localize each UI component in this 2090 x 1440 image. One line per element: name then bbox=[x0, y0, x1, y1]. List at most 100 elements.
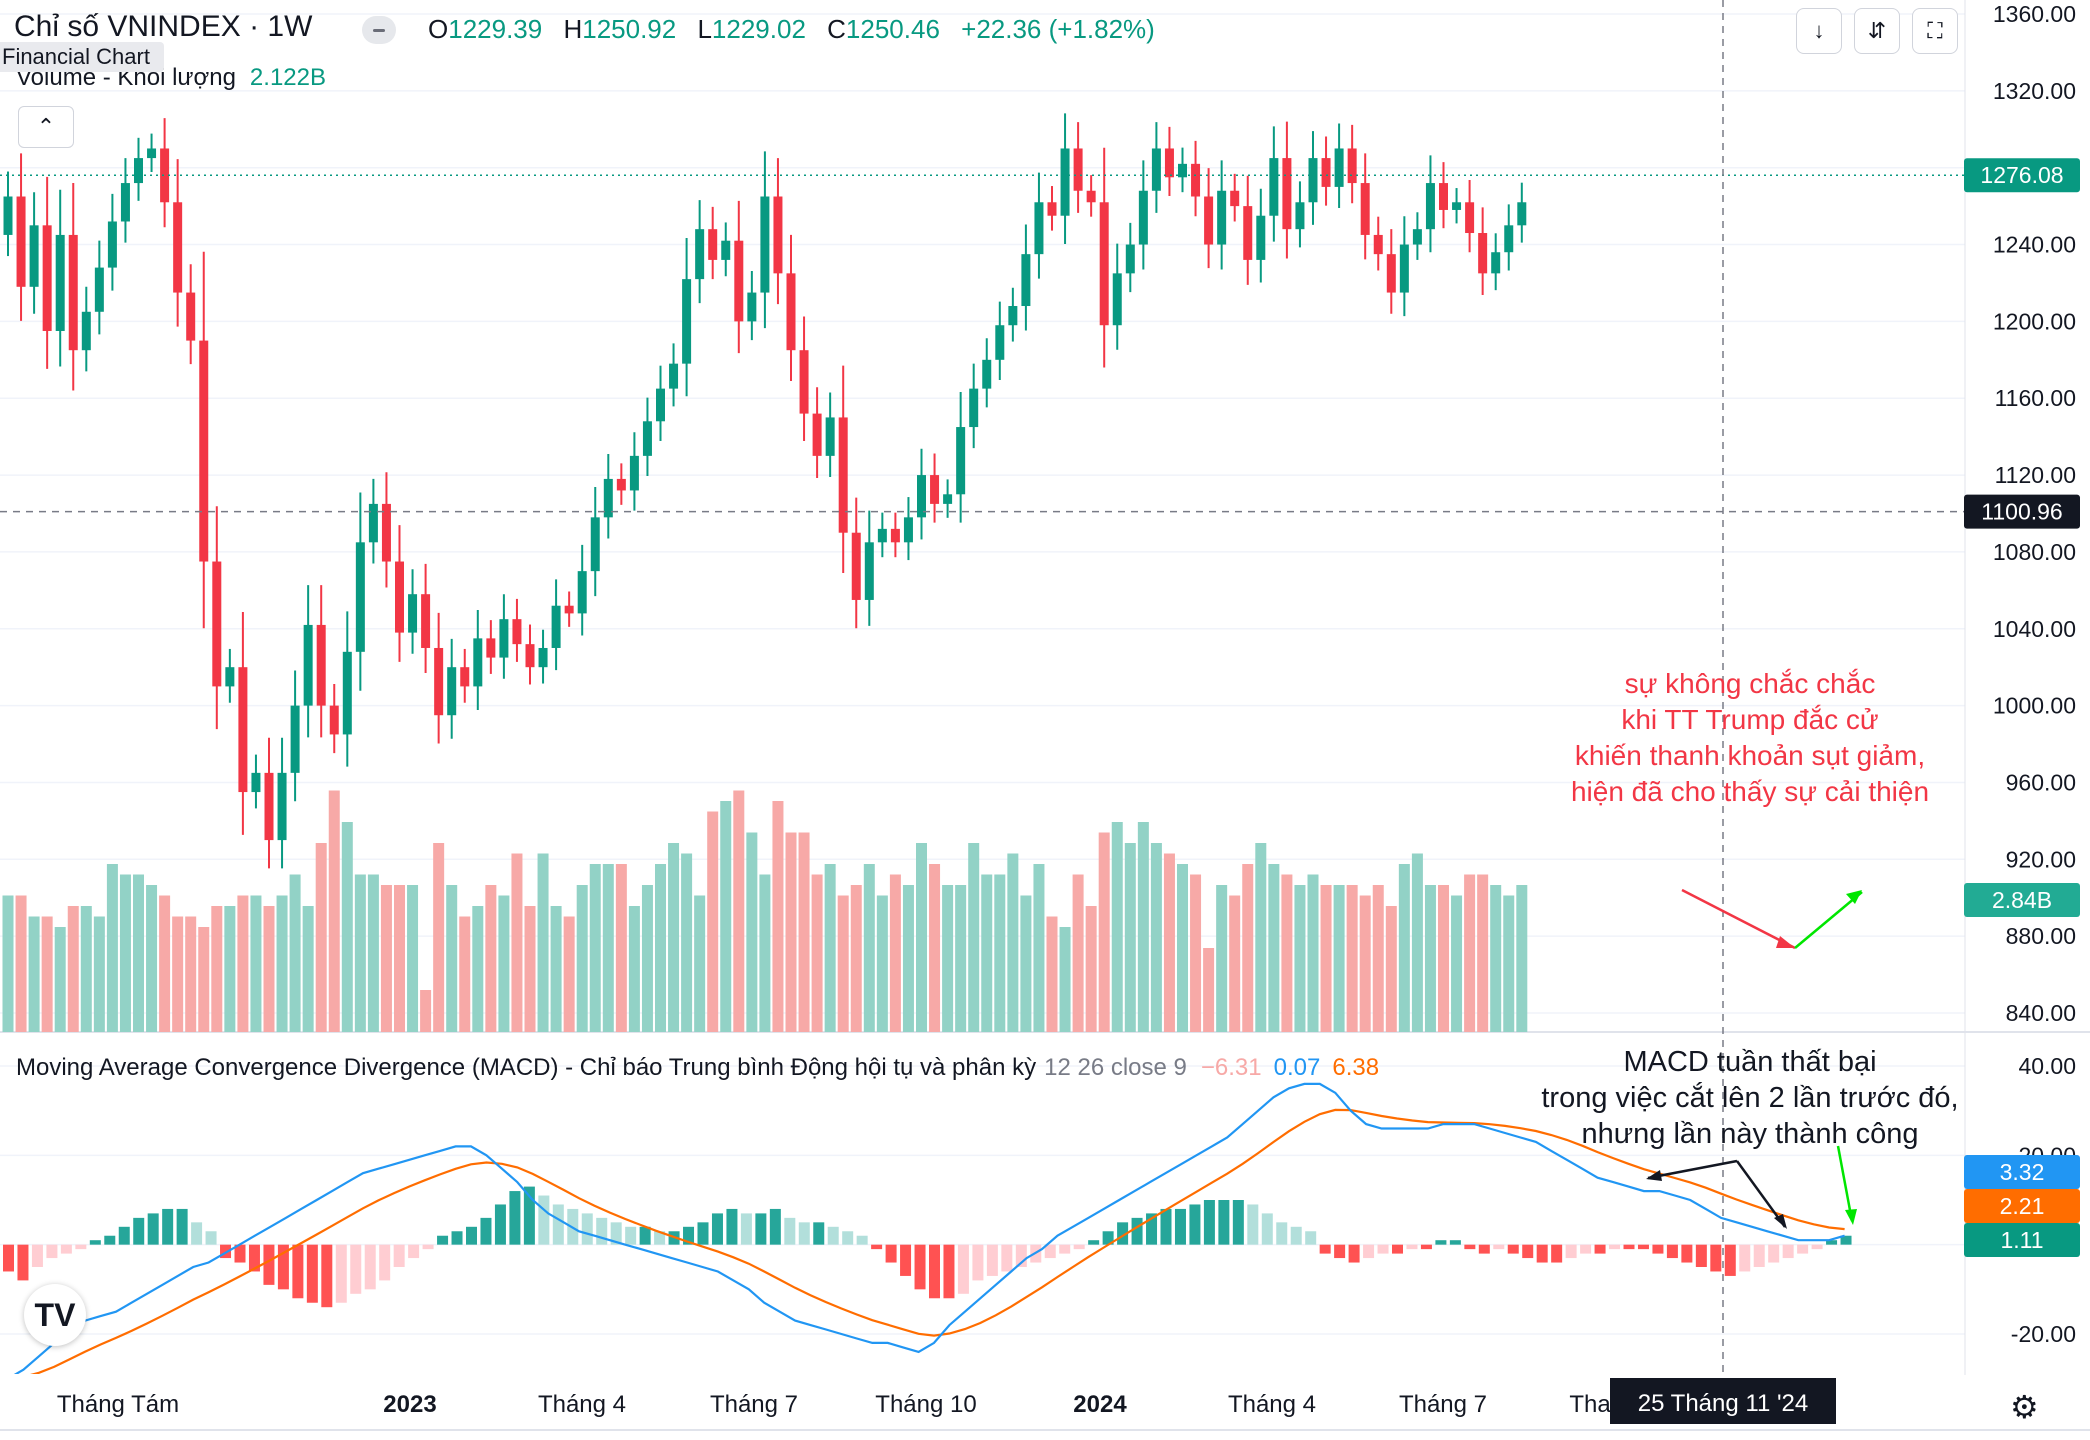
macd-hist-bar bbox=[248, 1244, 260, 1272]
volume-bar bbox=[224, 906, 236, 1032]
candle-body bbox=[1373, 234, 1383, 255]
volume-value: 2.122B bbox=[249, 64, 326, 91]
macd-hist-bar bbox=[769, 1208, 781, 1245]
crosshair-price-badge-bg bbox=[1964, 494, 2080, 529]
macd-hist-bar bbox=[408, 1244, 420, 1259]
macd-hist-bar bbox=[162, 1208, 174, 1245]
macd-hist-bar bbox=[89, 1240, 101, 1245]
chart-title[interactable]: Chỉ số VNINDEX · 1W bbox=[14, 10, 313, 43]
volume-bar bbox=[1320, 885, 1332, 1032]
tradingview-logo-icon[interactable]: TV bbox=[24, 1284, 86, 1346]
collapse-arrows-icon[interactable]: ⇵ bbox=[1854, 8, 1900, 54]
candle-body bbox=[186, 292, 196, 341]
macd-hist-bar bbox=[1117, 1222, 1129, 1245]
chevron-up-icon[interactable]: ⌃ bbox=[18, 106, 74, 148]
candle-body bbox=[160, 148, 170, 203]
macd-hist-bar bbox=[104, 1235, 116, 1245]
time-tick-label: Tháng 4 bbox=[1228, 1391, 1316, 1418]
volume-bar bbox=[328, 790, 340, 1032]
annotation-line: sự không chắc chắc bbox=[1624, 668, 1876, 699]
macd-hist-bar bbox=[1478, 1244, 1490, 1254]
volume-bar bbox=[1177, 864, 1188, 1032]
volume-bar bbox=[707, 811, 719, 1032]
macd-hist-bar bbox=[581, 1213, 593, 1245]
candle-body bbox=[890, 528, 900, 543]
volume-bar bbox=[850, 885, 862, 1032]
volume-bar bbox=[93, 916, 105, 1032]
volume-bar bbox=[420, 990, 432, 1032]
volume-bar bbox=[550, 906, 562, 1032]
macd-hist-bar bbox=[1290, 1226, 1302, 1245]
volume-bar bbox=[263, 906, 275, 1032]
macd-hist-bar bbox=[596, 1217, 608, 1245]
macd-hist-bar bbox=[1348, 1244, 1360, 1263]
candle-body bbox=[1517, 202, 1527, 226]
macd-hist-bar bbox=[856, 1235, 868, 1245]
candle-body bbox=[1151, 148, 1161, 191]
macd-hist-bar bbox=[711, 1213, 723, 1245]
arrow-down-icon[interactable]: ↓ bbox=[1796, 8, 1842, 54]
annotation-liquidity: sự không chắc chắc khi TT Trump đắc cử k… bbox=[1540, 666, 1960, 810]
volume-bar bbox=[889, 874, 901, 1032]
candle-body bbox=[277, 772, 287, 841]
candle-body bbox=[212, 561, 222, 687]
volume-bar bbox=[902, 885, 914, 1032]
candle-body bbox=[721, 240, 731, 260]
macd-signal-value: 6.38 bbox=[1332, 1054, 1380, 1081]
candle-body bbox=[355, 542, 365, 652]
volume-bar bbox=[198, 927, 210, 1032]
macd-hist-bar bbox=[494, 1204, 506, 1245]
macd-hist-bar bbox=[292, 1244, 304, 1299]
macd-value-badge: 1.11 bbox=[2000, 1227, 2043, 1253]
volume-bar bbox=[459, 916, 471, 1032]
black-arrow bbox=[1735, 1160, 1787, 1228]
candle-body bbox=[499, 619, 509, 658]
candle-body bbox=[1347, 148, 1357, 184]
macd-hist-bar bbox=[277, 1244, 289, 1290]
candle-body bbox=[877, 528, 887, 543]
candle-body bbox=[94, 267, 104, 312]
green-arrow-head bbox=[1846, 890, 1862, 904]
macd-hist-bar bbox=[480, 1217, 492, 1245]
more-options-icon[interactable] bbox=[362, 16, 396, 44]
time-tick-label: Tháng Tám bbox=[57, 1391, 179, 1418]
price-tick-label: 880.00 bbox=[2006, 923, 2076, 949]
macd-hist-bar bbox=[1449, 1240, 1461, 1245]
candle-body bbox=[656, 388, 665, 422]
volume-bar bbox=[628, 906, 640, 1032]
volume-bar bbox=[1477, 874, 1489, 1032]
close-label: C bbox=[827, 14, 846, 44]
macd-hist-bar bbox=[1507, 1244, 1519, 1254]
macd-hist-bar bbox=[205, 1231, 217, 1245]
candle-body bbox=[107, 221, 117, 268]
fullscreen-icon[interactable]: ⛶ bbox=[1912, 8, 1958, 54]
macd-hist-bar bbox=[1609, 1244, 1621, 1250]
macd-lines bbox=[13, 1082, 1845, 1374]
macd-hist-bar bbox=[1001, 1244, 1013, 1272]
price-axis: 1360.001320.001280.001240.001200.001160.… bbox=[57, 1, 2080, 1424]
annotation-line: hiện đã cho thấy sự cải thiện bbox=[1570, 776, 1930, 807]
macd-legend[interactable]: Moving Average Convergence Divergence (M… bbox=[16, 1054, 1379, 1082]
candle-body bbox=[525, 644, 535, 668]
volume-bars bbox=[2, 790, 1528, 1032]
candle-body bbox=[199, 340, 209, 562]
volume-bar bbox=[798, 832, 810, 1032]
macd-hist-bar bbox=[1594, 1244, 1606, 1254]
volume-bar bbox=[289, 874, 301, 1032]
macd-hist-bar bbox=[1840, 1235, 1852, 1245]
price-tick-label: 1040.00 bbox=[1993, 616, 2076, 642]
volume-bar bbox=[28, 916, 40, 1032]
volume-bar bbox=[994, 874, 1006, 1032]
candle-body bbox=[368, 503, 378, 543]
macd-hist-bar bbox=[1276, 1222, 1288, 1245]
volume-bar bbox=[380, 885, 392, 1032]
macd-hist-bar bbox=[509, 1191, 521, 1245]
macd-value-badge: 3.32 bbox=[2000, 1159, 2045, 1185]
candle-body bbox=[1178, 163, 1187, 178]
macd-hist-bar bbox=[3, 1244, 14, 1272]
macd-hist-bar bbox=[871, 1244, 883, 1250]
candlesticks bbox=[3, 113, 1527, 869]
gear-icon[interactable]: ⚙ bbox=[2010, 1389, 2039, 1425]
candle-body bbox=[1204, 196, 1214, 245]
